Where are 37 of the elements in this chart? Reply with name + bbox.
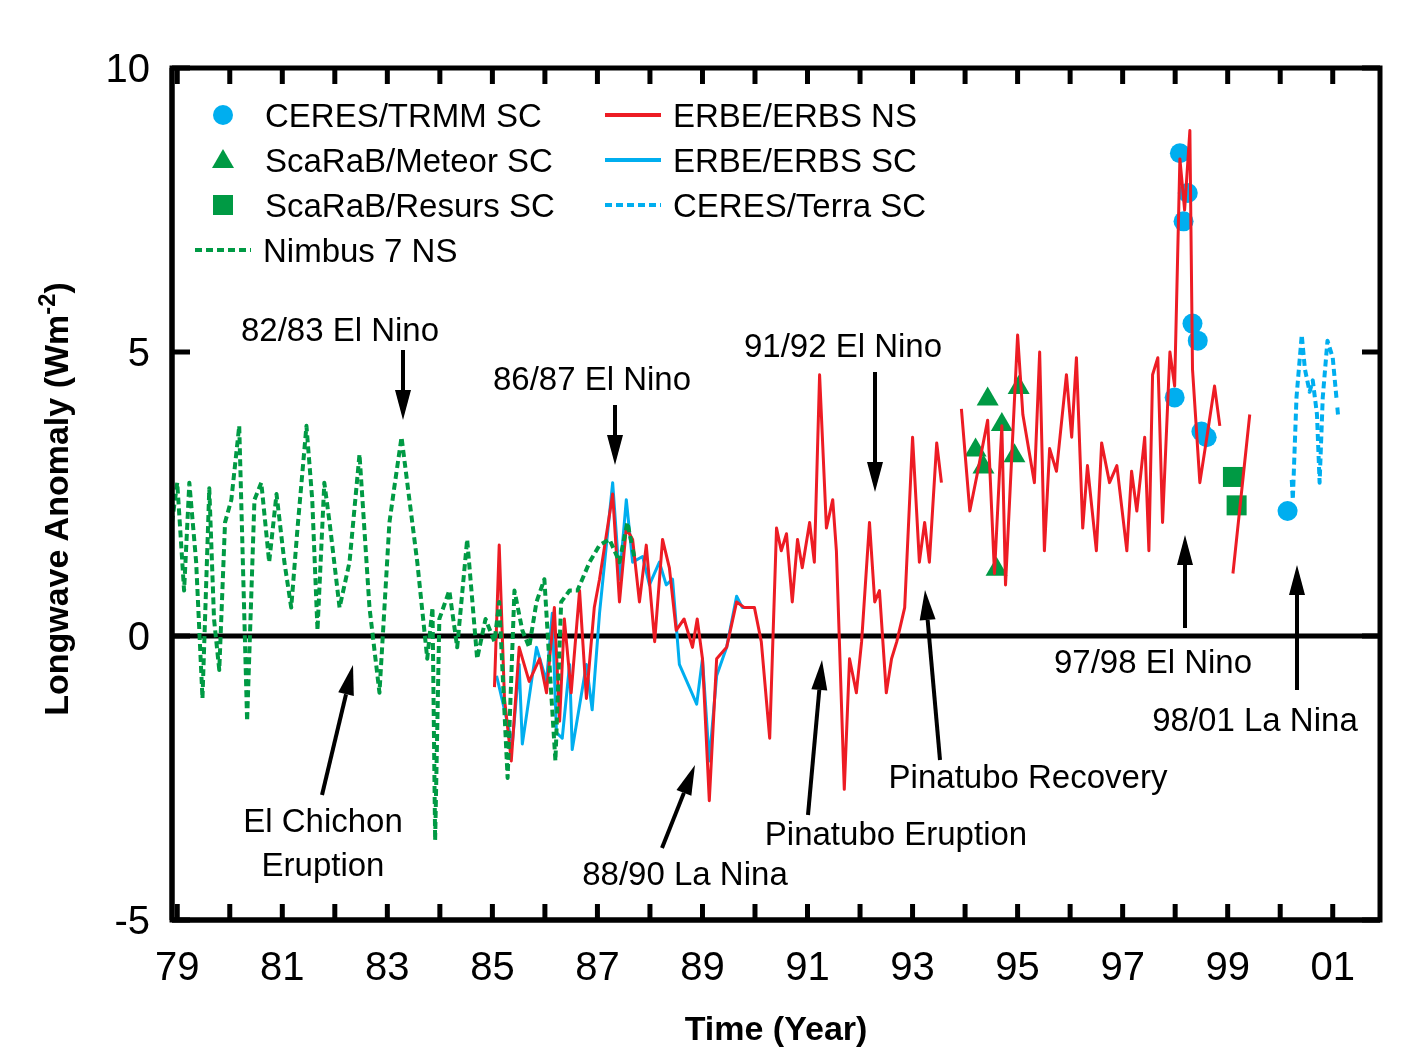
point	[1277, 501, 1298, 522]
annotation: 91/92 El Nino	[743, 327, 943, 364]
annotation: 98/01 La Nina	[1152, 701, 1359, 738]
x-tick-label: 91	[785, 944, 830, 988]
x-tick-label: 89	[680, 944, 725, 988]
annotation: Pinatubo Recovery	[888, 758, 1168, 795]
y-tick-label: 5	[127, 330, 150, 374]
x-tick-label: 83	[365, 944, 410, 988]
y-tick-label: 0	[127, 614, 150, 658]
annotation: El Chichon Eruption	[243, 802, 403, 883]
legend-label: CERES/Terra SC	[673, 186, 927, 224]
point	[976, 386, 999, 406]
legend-label: ScaRaB/Resurs SC	[265, 186, 555, 224]
annotation: 86/87 El Nino	[492, 360, 692, 397]
legend-label: CERES/TRMM SC	[265, 96, 542, 134]
legend-label: ERBE/ERBS SC	[673, 141, 917, 179]
x-tick-label: 99	[1205, 944, 1250, 988]
legend-label: ERBE/ERBS NS	[673, 96, 917, 134]
x-tick-label: 93	[890, 944, 935, 988]
legend-label: Nimbus 7 NS	[263, 231, 458, 269]
x-tick-label: 97	[1100, 944, 1145, 988]
line-series	[172, 423, 637, 843]
annotation: 97/98 El Nino	[1053, 643, 1253, 680]
annotation: 88/90 La Nina	[582, 855, 789, 892]
x-axis-title: Time (Year)	[684, 1009, 868, 1047]
annotation: Pinatubo Eruption	[764, 815, 1028, 852]
y-tick-label: -5	[114, 898, 150, 942]
x-tick-label: 01	[1310, 944, 1355, 988]
annotation: 82/83 El Nino	[240, 311, 440, 348]
y-tick-label: 10	[105, 46, 150, 90]
x-tick-label: 85	[470, 944, 515, 988]
legend-label: ScaRaB/Meteor SC	[265, 141, 553, 179]
x-tick-label: 81	[260, 944, 305, 988]
x-tick-label: 95	[995, 944, 1040, 988]
x-tick-label: 87	[575, 944, 620, 988]
x-tick-label: 79	[155, 944, 200, 988]
point	[1222, 466, 1243, 487]
